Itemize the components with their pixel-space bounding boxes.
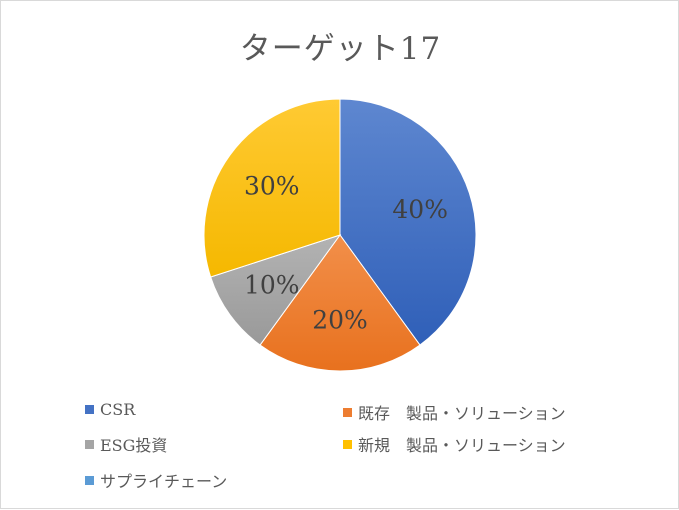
- legend-label: CSR: [100, 400, 136, 419]
- legend-item-existing-products: 既存 製品・ソリューション: [343, 400, 566, 424]
- legend-label: ESG投資: [100, 436, 168, 455]
- legend-swatch: [85, 475, 94, 485]
- slice-new-products: [203, 98, 341, 278]
- slice-esg: [210, 234, 342, 346]
- legend-item-supply-chain: サプライチェーン: [85, 468, 227, 492]
- data-label: 40%: [392, 195, 448, 224]
- data-label: 30%: [244, 171, 300, 200]
- data-label: 10%: [244, 271, 300, 300]
- legend-item-csr: CSR: [85, 400, 135, 419]
- slice-existing-products: [259, 234, 421, 372]
- chart-title: ターゲット17: [239, 31, 442, 67]
- legend-label: 既存 製品・ソリューション: [358, 404, 566, 423]
- legend-label: 新規 製品・ソリューション: [358, 436, 566, 455]
- data-label: 20%: [312, 305, 368, 334]
- legend-swatch: [85, 405, 94, 414]
- slice-csr: [339, 98, 477, 346]
- legend-label: サプライチェーン: [100, 472, 228, 491]
- legend-swatch: [85, 439, 94, 449]
- legend-swatch: [343, 407, 352, 417]
- legend-item-esg: ESG投資: [85, 432, 167, 456]
- legend-item-new-products: 新規 製品・ソリューション: [343, 432, 566, 456]
- legend-swatch: [343, 439, 352, 449]
